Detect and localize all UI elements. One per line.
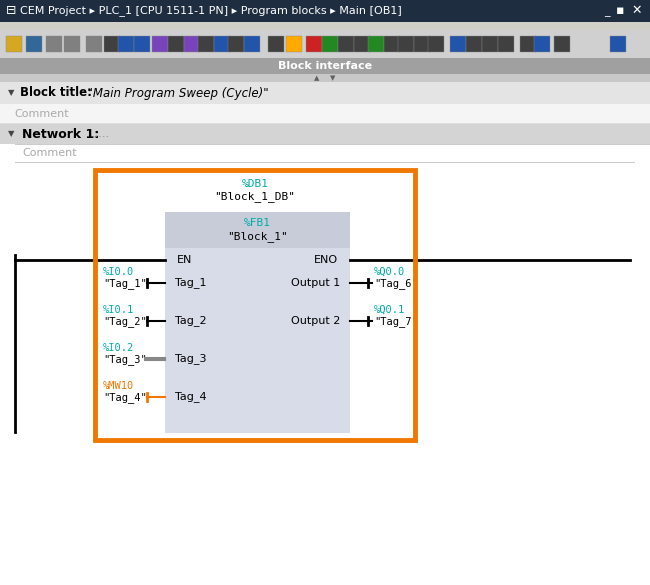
- Bar: [228, 36, 244, 52]
- Text: Comment: Comment: [14, 109, 69, 119]
- Text: "Tag_1": "Tag_1": [103, 278, 147, 290]
- Text: Tag_1: Tag_1: [175, 277, 207, 288]
- Bar: [0, 144, 650, 585]
- Bar: [498, 36, 514, 52]
- Text: Block interface: Block interface: [278, 61, 372, 71]
- Bar: [482, 36, 498, 52]
- Bar: [86, 36, 102, 52]
- Bar: [466, 36, 482, 52]
- Bar: [214, 36, 230, 52]
- Text: ▼: ▼: [330, 75, 335, 81]
- Bar: [198, 36, 214, 52]
- Text: ⊟: ⊟: [6, 5, 16, 18]
- Bar: [95, 170, 415, 440]
- Bar: [152, 36, 168, 52]
- Bar: [398, 36, 414, 52]
- Bar: [610, 36, 626, 52]
- Text: "Tag_6": "Tag_6": [374, 278, 418, 290]
- Bar: [0, 124, 650, 144]
- Bar: [184, 36, 200, 52]
- Text: "Block_1_DB": "Block_1_DB": [214, 191, 296, 202]
- Text: Block title:: Block title:: [20, 87, 92, 99]
- Bar: [26, 36, 42, 52]
- Text: "Tag_7": "Tag_7": [374, 316, 418, 328]
- Text: "Main Program Sweep (Cycle)": "Main Program Sweep (Cycle)": [80, 87, 268, 99]
- Bar: [104, 36, 120, 52]
- Text: ENO: ENO: [314, 255, 338, 265]
- Bar: [306, 36, 322, 52]
- Text: .....: .....: [92, 129, 110, 139]
- Text: Tag_4: Tag_4: [175, 391, 207, 402]
- Bar: [286, 36, 302, 52]
- Bar: [0, 104, 650, 124]
- Bar: [118, 36, 134, 52]
- Bar: [0, 74, 650, 82]
- Bar: [414, 36, 430, 52]
- Text: ✕: ✕: [628, 5, 642, 18]
- Bar: [268, 36, 284, 52]
- Text: %I0.1: %I0.1: [103, 305, 135, 315]
- Text: %FB1: %FB1: [244, 218, 271, 228]
- Text: CEM Project ▸ PLC_1 [CPU 1511-1 PN] ▸ Program blocks ▸ Main [OB1]: CEM Project ▸ PLC_1 [CPU 1511-1 PN] ▸ Pr…: [20, 5, 402, 16]
- Bar: [168, 36, 184, 52]
- Text: Comment: Comment: [22, 148, 77, 158]
- Bar: [520, 36, 536, 52]
- Bar: [368, 36, 384, 52]
- Bar: [0, 123, 650, 124]
- Text: Network 1:: Network 1:: [22, 128, 99, 140]
- Bar: [0, 82, 650, 104]
- Text: "Tag_4": "Tag_4": [103, 393, 147, 404]
- Text: Output 1: Output 1: [291, 278, 340, 288]
- Bar: [0, 22, 650, 30]
- Bar: [46, 36, 62, 52]
- Bar: [165, 212, 350, 248]
- Bar: [134, 36, 150, 52]
- Text: ▲: ▲: [315, 75, 320, 81]
- Text: Tag_3: Tag_3: [175, 353, 207, 364]
- Bar: [165, 248, 350, 433]
- Bar: [450, 36, 466, 52]
- Text: "Block_1": "Block_1": [227, 232, 288, 242]
- Bar: [554, 36, 570, 52]
- Text: "Tag_3": "Tag_3": [103, 355, 147, 366]
- Text: %Q0.1: %Q0.1: [374, 305, 405, 315]
- Bar: [428, 36, 444, 52]
- Text: %I0.0: %I0.0: [103, 267, 135, 277]
- Bar: [6, 36, 22, 52]
- Text: EN: EN: [177, 255, 192, 265]
- Bar: [15, 144, 650, 145]
- Text: ▼: ▼: [8, 129, 14, 139]
- Bar: [534, 36, 550, 52]
- Bar: [244, 36, 260, 52]
- Bar: [64, 36, 80, 52]
- Text: ▼: ▼: [8, 88, 14, 98]
- Bar: [322, 36, 338, 52]
- Bar: [384, 36, 400, 52]
- Bar: [0, 30, 650, 58]
- Text: ▪: ▪: [616, 5, 625, 18]
- Text: _: _: [604, 6, 613, 16]
- Bar: [0, 58, 650, 74]
- Bar: [338, 36, 354, 52]
- Text: %DB1: %DB1: [242, 179, 268, 189]
- Text: "Tag_2": "Tag_2": [103, 316, 147, 328]
- Bar: [0, 0, 650, 22]
- Text: Tag_2: Tag_2: [175, 315, 207, 326]
- Text: %I0.2: %I0.2: [103, 343, 135, 353]
- Bar: [15, 162, 635, 163]
- Bar: [354, 36, 370, 52]
- Text: %MW10: %MW10: [103, 381, 135, 391]
- Text: Output 2: Output 2: [291, 316, 340, 326]
- Text: %Q0.0: %Q0.0: [374, 267, 405, 277]
